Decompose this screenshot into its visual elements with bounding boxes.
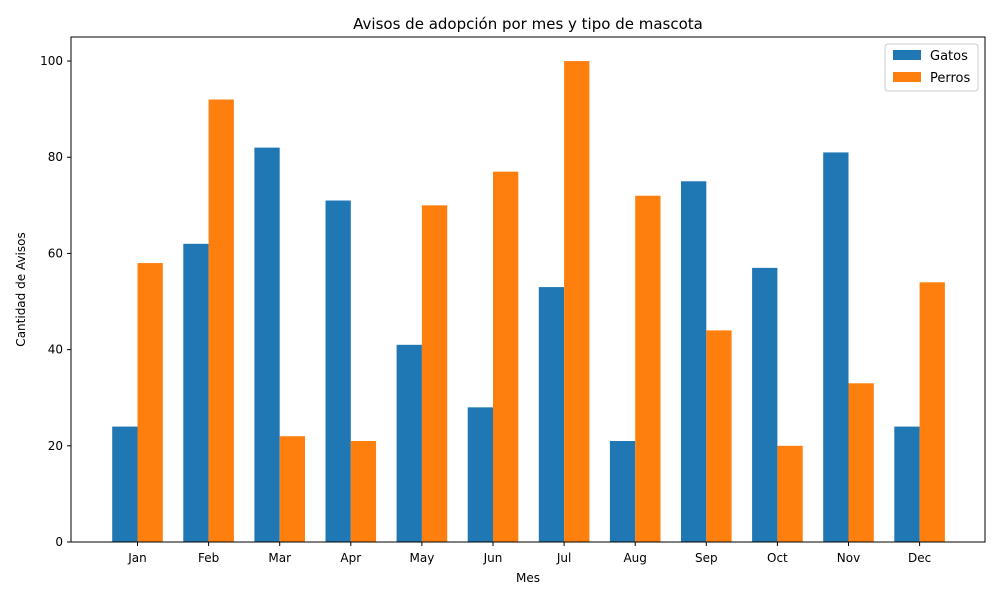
y-axis-label: Cantidad de Avisos bbox=[14, 232, 28, 346]
bar-gatos-mar bbox=[254, 147, 280, 542]
bar-gatos-feb bbox=[183, 243, 209, 542]
bar-gatos-jan bbox=[112, 426, 138, 542]
y-axis: 0 20 40 60 80 100 bbox=[40, 54, 71, 549]
bar-perros-dec bbox=[919, 282, 945, 542]
x-axis-label: Mes bbox=[516, 571, 540, 585]
bar-perros-jul bbox=[564, 61, 590, 543]
bar-gatos-sep bbox=[681, 181, 707, 543]
bar-perros-sep bbox=[706, 330, 732, 542]
y-tick-label: 100 bbox=[40, 54, 63, 68]
bar-gatos-nov bbox=[823, 152, 849, 542]
bar-gatos-apr bbox=[325, 200, 351, 542]
legend-label-perros: Perros bbox=[930, 71, 971, 86]
bar-gatos-oct bbox=[752, 267, 778, 542]
legend: Gatos Perros bbox=[884, 43, 979, 92]
bar-perros-aug bbox=[635, 195, 661, 542]
bar-gatos-jul bbox=[538, 287, 565, 542]
bar-gatos-may bbox=[396, 344, 422, 542]
x-tick-label: Jan bbox=[127, 551, 147, 565]
bar-gatos-jun bbox=[467, 407, 493, 542]
plot-frame bbox=[70, 36, 986, 543]
bar-perros-jun bbox=[493, 171, 519, 543]
bar-perros-may bbox=[421, 205, 448, 542]
bar-gatos-dec bbox=[894, 426, 920, 542]
x-tick-label: Feb bbox=[198, 551, 219, 565]
legend-swatch-perros bbox=[893, 72, 921, 82]
bar-perros-mar bbox=[279, 436, 305, 542]
x-axis: Jan Feb Mar Apr May Jun Jul Aug Sep Oct Nov Dec bbox=[127, 542, 931, 565]
y-tick-label: 60 bbox=[48, 246, 63, 260]
x-tick-label: Nov bbox=[837, 551, 860, 565]
bar-perros-nov bbox=[848, 383, 874, 542]
legend-label-gatos: Gatos bbox=[930, 49, 968, 64]
x-tick-label: May bbox=[409, 551, 434, 565]
bar-gatos-aug bbox=[609, 441, 636, 542]
bar-perros-apr bbox=[350, 441, 377, 542]
y-tick-label: 20 bbox=[48, 439, 63, 453]
y-tick-label: 0 bbox=[55, 535, 63, 549]
chart-title: Avisos de adopción por mes y tipo de mas… bbox=[353, 15, 703, 33]
bar-perros-oct bbox=[777, 445, 803, 542]
x-tick-label: Apr bbox=[340, 551, 361, 565]
y-tick-label: 80 bbox=[48, 150, 63, 164]
bar-perros-jan bbox=[137, 263, 163, 542]
y-tick-label: 40 bbox=[48, 343, 63, 357]
bar-perros-feb bbox=[208, 99, 234, 543]
legend-swatch-gatos bbox=[893, 50, 921, 60]
x-tick-label: Aug bbox=[623, 551, 646, 565]
bars-group bbox=[112, 61, 945, 543]
x-tick-label: Sep bbox=[695, 551, 718, 565]
x-tick-label: Jun bbox=[483, 551, 503, 565]
x-tick-label: Oct bbox=[767, 551, 788, 565]
x-tick-label: Jul bbox=[556, 551, 571, 565]
x-tick-label: Mar bbox=[268, 551, 291, 565]
x-tick-label: Dec bbox=[908, 551, 931, 565]
